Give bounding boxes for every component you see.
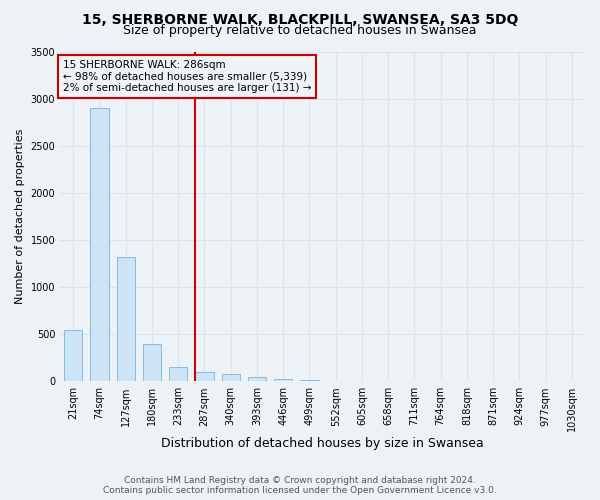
Bar: [300, 380, 319, 382]
Bar: [196, 372, 214, 382]
Bar: [274, 378, 292, 382]
Text: 15, SHERBORNE WALK, BLACKPILL, SWANSEA, SA3 5DQ: 15, SHERBORNE WALK, BLACKPILL, SWANSEA, …: [82, 12, 518, 26]
Bar: [116, 257, 135, 382]
Text: Size of property relative to detached houses in Swansea: Size of property relative to detached ho…: [123, 24, 477, 37]
Y-axis label: Number of detached properties: Number of detached properties: [15, 128, 25, 304]
Bar: [221, 374, 240, 382]
Bar: [143, 344, 161, 382]
Bar: [91, 108, 109, 382]
Text: 15 SHERBORNE WALK: 286sqm
← 98% of detached houses are smaller (5,339)
2% of sem: 15 SHERBORNE WALK: 286sqm ← 98% of detac…: [63, 60, 311, 93]
Bar: [169, 367, 187, 382]
Bar: [248, 376, 266, 382]
Text: Contains HM Land Registry data © Crown copyright and database right 2024.
Contai: Contains HM Land Registry data © Crown c…: [103, 476, 497, 495]
X-axis label: Distribution of detached houses by size in Swansea: Distribution of detached houses by size …: [161, 437, 484, 450]
Bar: [64, 330, 82, 382]
